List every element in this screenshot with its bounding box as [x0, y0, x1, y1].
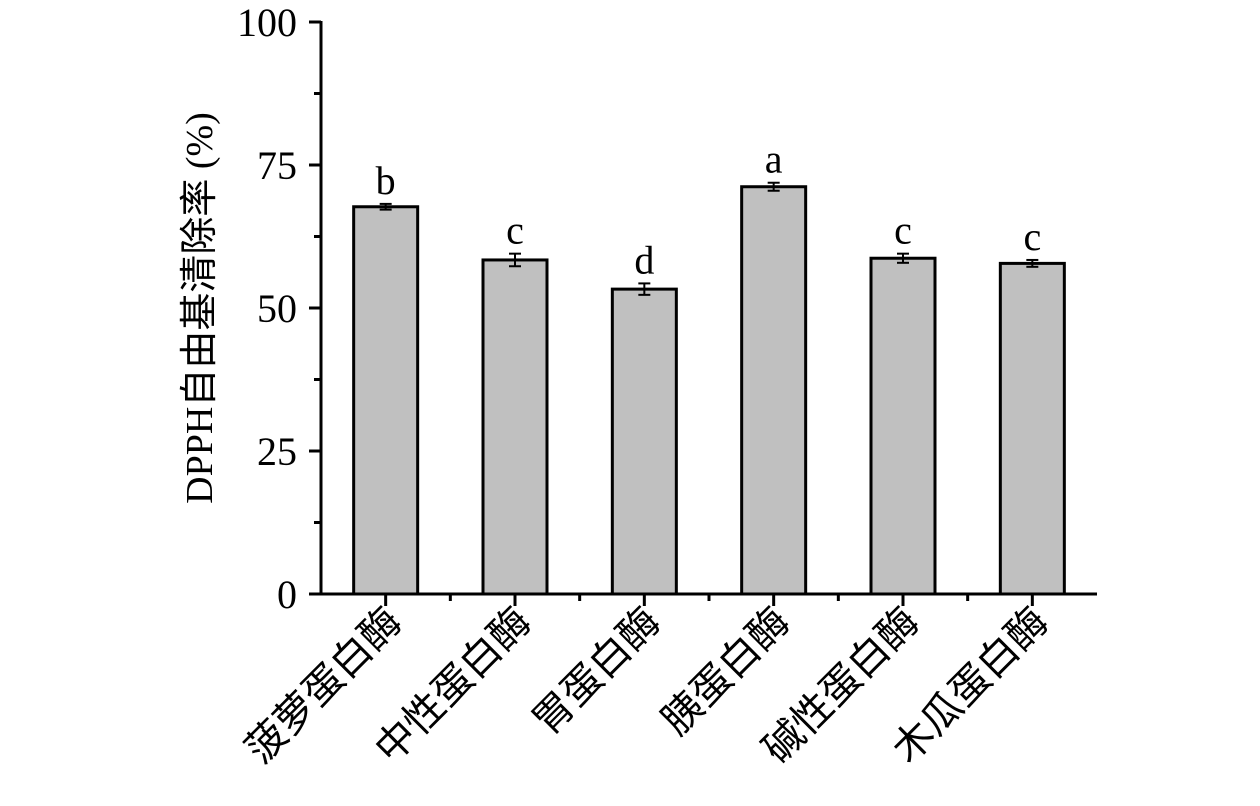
- y-tick-label: 25: [257, 429, 297, 474]
- significance-label: d: [634, 237, 654, 282]
- significance-label: c: [894, 208, 912, 253]
- error-bars: [379, 181, 1039, 296]
- bar: [481, 258, 549, 596]
- bar: [352, 205, 420, 596]
- y-tick-label: 100: [237, 0, 297, 45]
- significance-label: b: [376, 158, 396, 203]
- axes: [309, 20, 1097, 606]
- y-tick-label: 0: [277, 572, 297, 617]
- bar: [610, 287, 678, 596]
- y-axis-title: DPPH自由基清除率 (%): [179, 112, 221, 504]
- significance-label: c: [506, 208, 524, 253]
- y-tick-label: 50: [257, 286, 297, 331]
- bars: [352, 185, 1066, 596]
- bar: [869, 256, 937, 596]
- x-category-label: 胃蛋白酶: [524, 599, 669, 744]
- significance-label: c: [1023, 214, 1041, 259]
- bar: [998, 261, 1066, 596]
- bar: [740, 185, 808, 596]
- y-tick-label: 75: [257, 143, 297, 188]
- significance-label: a: [765, 137, 783, 182]
